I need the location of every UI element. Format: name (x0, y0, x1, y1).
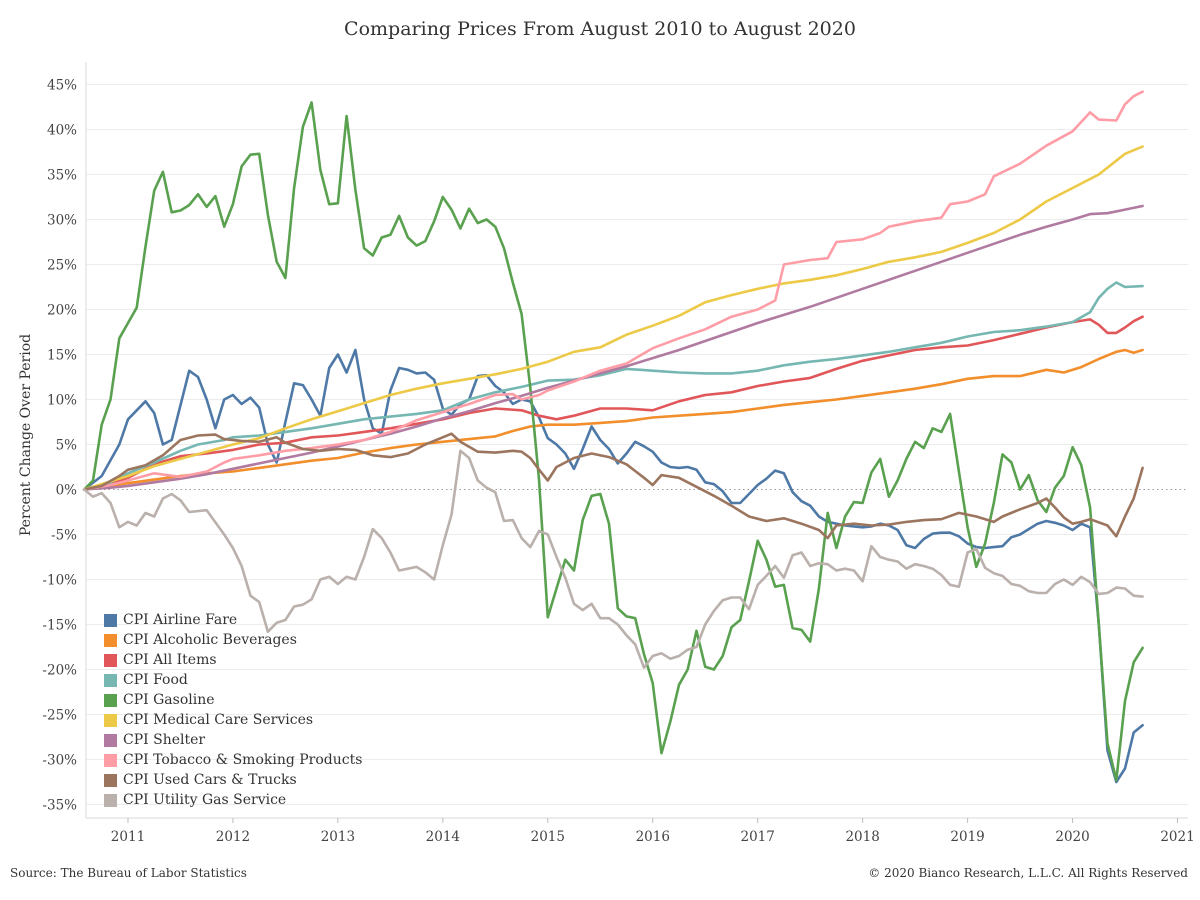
x-tick-label: 2013 (321, 829, 355, 845)
y-tick-label: 0% (56, 483, 78, 499)
series-line-cpi-food (82, 281, 1144, 491)
series-line-cpi-gasoline (82, 101, 1144, 782)
x-tick-label: 2016 (636, 829, 670, 845)
x-tick-label: 2017 (741, 829, 775, 845)
legend-label: CPI All Items (123, 652, 217, 668)
legend-label: CPI Medical Care Services (123, 712, 314, 728)
legend-item: CPI All Items (104, 650, 362, 670)
legend-label: CPI Utility Gas Service (123, 792, 287, 808)
legend-item: CPI Food (104, 670, 362, 690)
y-tick-label: -20% (42, 663, 77, 679)
x-tick-label: 2012 (216, 829, 250, 845)
legend-item: CPI Airline Fare (104, 610, 362, 630)
legend-swatch (104, 753, 117, 767)
legend-swatch (104, 693, 117, 707)
y-tick-label: -5% (51, 528, 77, 544)
legend-swatch (104, 633, 117, 647)
legend-swatch (104, 773, 117, 787)
legend: CPI Airline Fare CPI Alcoholic Beverages C… (104, 610, 362, 810)
axes (85, 62, 1188, 819)
y-tick-label: 45% (47, 78, 77, 94)
y-tick-label: 25% (47, 258, 77, 274)
series-line-cpi-tobacco-and-smoking-products (82, 90, 1144, 491)
gridlines (86, 84, 1188, 805)
series-lines (82, 90, 1144, 784)
legend-item: CPI Used Cars & Trucks (104, 770, 362, 790)
legend-swatch (104, 613, 117, 627)
x-tick-label: 2019 (950, 829, 984, 845)
y-tick-label: 40% (47, 123, 77, 139)
y-tick-label: 20% (47, 303, 77, 319)
legend-label: CPI Tobacco & Smoking Products (123, 752, 363, 768)
legend-label: CPI Food (123, 672, 188, 688)
series-line-cpi-medical-care-services (82, 145, 1144, 491)
legend-item: CPI Alcoholic Beverages (104, 630, 362, 650)
legend-label: CPI Airline Fare (123, 612, 238, 628)
legend-label: CPI Shelter (123, 732, 206, 748)
legend-swatch (104, 653, 117, 667)
y-axis-title: Percent Change Over Period (18, 334, 34, 536)
y-tick-label: 10% (47, 393, 77, 409)
chart-title: Comparing Prices From August 2010 to Aug… (344, 18, 856, 40)
y-tick-label: -10% (42, 573, 77, 589)
legend-swatch (104, 793, 117, 807)
series-line-cpi-used-cars-and-trucks (82, 432, 1144, 540)
legend-item: CPI Tobacco & Smoking Products (104, 750, 362, 770)
series-line-cpi-shelter (82, 204, 1144, 491)
legend-item: CPI Medical Care Services (104, 710, 362, 730)
legend-label: CPI Used Cars & Trucks (123, 772, 297, 788)
legend-swatch (104, 713, 117, 727)
y-axis-ticks: 45% 40% 35% 30% 25% 20% 15% 10% 5% 0% -5% -10% -15% -… (42, 78, 77, 814)
legend-item: CPI Shelter (104, 730, 362, 750)
y-tick-label: 5% (56, 438, 78, 454)
series-line-cpi-alcoholic-beverages (82, 348, 1144, 491)
x-tick-label: 2021 (1160, 829, 1194, 845)
legend-swatch (104, 733, 117, 747)
copyright-note: © 2020 Bianco Research, L.L.C. All Right… (868, 866, 1188, 880)
legend-swatch (104, 673, 117, 687)
legend-label: CPI Alcoholic Beverages (123, 632, 297, 648)
x-tick-label: 2014 (426, 829, 460, 845)
y-tick-label: -35% (42, 798, 77, 814)
y-tick-label: 15% (47, 348, 77, 364)
legend-label: CPI Gasoline (123, 692, 215, 708)
x-axis-ticks: 2011 2012 2013 2014 2015 2016 2017 2018 2019 2020… (111, 818, 1195, 845)
y-tick-label: -15% (42, 618, 77, 634)
y-tick-label: -30% (42, 753, 77, 769)
y-tick-label: -25% (42, 708, 77, 724)
y-tick-label: 30% (47, 213, 77, 229)
legend-item: CPI Gasoline (104, 690, 362, 710)
x-tick-label: 2015 (531, 829, 565, 845)
y-tick-label: 35% (47, 168, 77, 184)
x-tick-label: 2018 (845, 829, 879, 845)
series-line-cpi-utility-gas-service (82, 449, 1144, 669)
x-tick-label: 2020 (1055, 829, 1089, 845)
x-tick-label: 2011 (111, 829, 145, 845)
source-note: Source: The Bureau of Labor Statistics (10, 866, 247, 880)
legend-item: CPI Utility Gas Service (104, 790, 362, 810)
